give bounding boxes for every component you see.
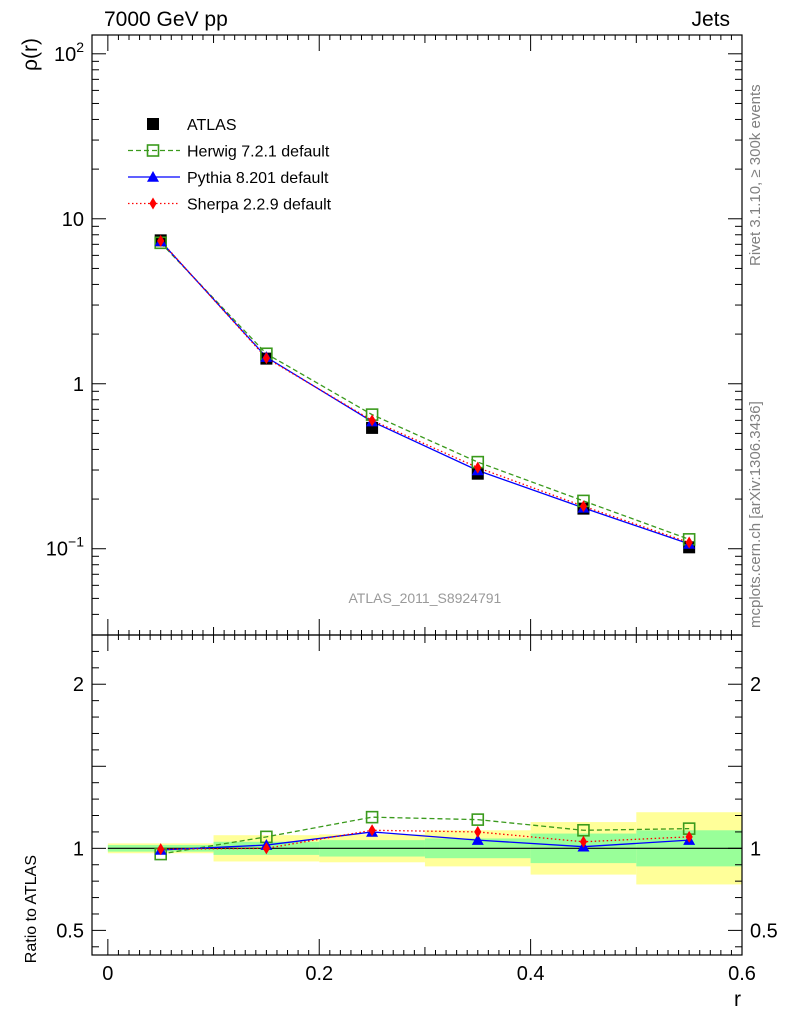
analysis-watermark: ATLAS_2011_S8924791 xyxy=(349,590,502,606)
legend-marker-pythia xyxy=(147,171,159,182)
legend-label-sherpa: Sherpa 2.2.9 default xyxy=(187,197,332,214)
y-tick-label: 10−1 xyxy=(46,534,84,561)
ratio-point-sherpa xyxy=(474,825,482,838)
x-tick-label: 0 xyxy=(102,963,113,985)
legend-label-herwig: Herwig 7.2.1 default xyxy=(187,144,330,161)
ratio-line-herwig xyxy=(160,816,690,855)
ratio-point-sherpa xyxy=(157,843,165,856)
ratio-plot-frame xyxy=(91,634,743,956)
observable-label: Jets xyxy=(691,8,730,31)
ratio-line-pythia xyxy=(160,831,690,851)
y-tick-label: 10 xyxy=(62,209,84,231)
legend-marker-atlas xyxy=(147,118,159,130)
legend-label-atlas: ATLAS xyxy=(187,117,237,134)
ratio-y-tick-label: 2 xyxy=(73,674,84,696)
x-axis-title: r xyxy=(734,988,741,1011)
y-tick-label: 1 xyxy=(73,374,84,396)
x-tick-label: 0.2 xyxy=(305,963,333,985)
data-point-sherpa xyxy=(368,414,376,427)
series-line-herwig xyxy=(160,242,690,540)
ratio-point-sherpa xyxy=(685,830,693,843)
data-point-sherpa xyxy=(157,234,165,247)
ratio-y-axis-title: Ratio to ATLAS xyxy=(23,855,40,963)
legend-marker-sherpa xyxy=(149,197,157,210)
collision-label: 7000 GeV pp xyxy=(104,8,228,31)
data-point-sherpa xyxy=(474,461,482,474)
series-line-sherpa xyxy=(160,240,690,544)
ratio-y-tick-label-right: 0.5 xyxy=(750,920,778,942)
ratio-point-pythia xyxy=(471,834,484,845)
ratio-y-tick-label-right: 1 xyxy=(750,838,761,860)
ratio-y-tick-label: 1 xyxy=(73,838,84,860)
ratio-y-tick-label: 0.5 xyxy=(56,920,84,942)
ratio-point-herwig xyxy=(365,810,379,824)
y-tick-label: 102 xyxy=(54,39,84,66)
data-point-sherpa xyxy=(685,536,693,549)
ratio-point-sherpa xyxy=(368,824,376,837)
series-line-pythia xyxy=(160,240,690,545)
ratio-point-herwig xyxy=(471,813,485,826)
y-axis-title: ρ(r) xyxy=(19,38,42,71)
data-point-sherpa xyxy=(262,352,270,365)
ratio-y-tick-label-right: 2 xyxy=(750,674,761,696)
ratio-point-sherpa xyxy=(579,835,588,848)
x-tick-label: 0.6 xyxy=(728,963,756,985)
legend-marker-herwig xyxy=(146,144,160,157)
legend-label-pythia: Pythia 8.201 default xyxy=(187,170,329,187)
data-point-sherpa xyxy=(579,500,588,513)
x-tick-label: 0.4 xyxy=(517,963,545,985)
ratio-line-sherpa xyxy=(160,829,690,850)
ratio-point-sherpa xyxy=(262,842,270,855)
